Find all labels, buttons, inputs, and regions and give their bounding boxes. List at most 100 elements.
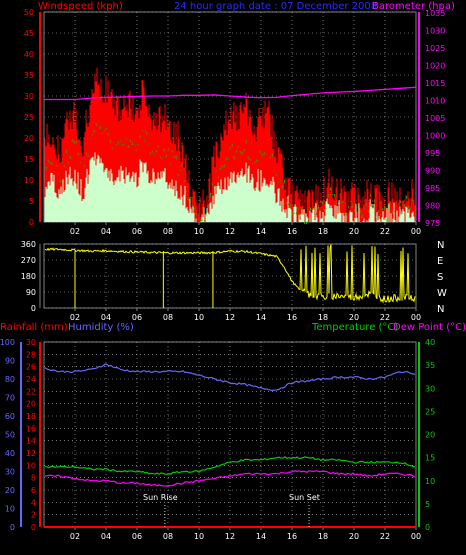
- direction-panel-x-tick-label: 10: [194, 313, 204, 322]
- rainfall-y-tick-label: 10: [26, 461, 36, 470]
- wind-panel-x-tick-label: 06: [132, 227, 142, 236]
- rainfall-y-tick-label: 4: [31, 498, 36, 507]
- windspeed-axis-label: Windspeed (kph): [38, 1, 123, 12]
- temperature-y-tick-label: 15: [425, 454, 435, 463]
- wind-panel-x-tick-label: 22: [380, 227, 390, 236]
- temperature-y-tick-label: 5: [425, 500, 430, 509]
- barometer-y-tick-label: 1015: [425, 79, 445, 88]
- wind-panel-x-tick-label: 10: [194, 227, 204, 236]
- barometer-y-tick-label: 980: [425, 202, 440, 211]
- wind-panel-x-tick-label: 16: [287, 227, 297, 236]
- rainfall-y-tick-label: 22: [26, 387, 36, 396]
- wind-panel-x-tick-label: 08: [163, 227, 173, 236]
- humidity-y-tick-label: 100: [0, 338, 15, 347]
- wind-avg-mark: [303, 221, 306, 225]
- direction-y-tick-label: 270: [21, 256, 36, 265]
- humidity-y-tick-label: 80: [5, 375, 15, 384]
- wind-panel-x-tick-label: 00: [411, 227, 421, 236]
- humidity-y-tick-label: 40: [5, 449, 15, 458]
- wind-panel-x-tick-label: 18: [318, 227, 328, 236]
- sunrise-label: Sun Rise: [143, 493, 178, 502]
- wind-y-tick-label: 20: [24, 134, 34, 143]
- wind-panel-x-tick-label: 14: [256, 227, 266, 236]
- wind-y-tick-label: 10: [24, 176, 34, 185]
- direction-panel-x-tick-label: 02: [70, 313, 80, 322]
- compass-label: E: [437, 256, 443, 267]
- wind-avg-mark: [189, 196, 192, 200]
- wind-y-tick-label: 5: [29, 197, 34, 206]
- chart-title: 24 hour graph date : 07 December 2008: [174, 1, 377, 12]
- wind-avg-mark: [399, 201, 402, 203]
- wind-avg-mark: [381, 207, 384, 211]
- wind-y-tick-label: 25: [24, 113, 34, 122]
- temperature-y-tick-label: 0: [425, 523, 430, 532]
- barometer-y-tick-label: 1035: [425, 9, 445, 18]
- wind-avg-mark: [347, 206, 350, 208]
- wind-avg-mark: [405, 196, 408, 199]
- climate-panel-x-tick-label: 04: [101, 532, 111, 541]
- humidity-y-tick-label: 60: [5, 412, 15, 421]
- wind-avg-mark: [403, 204, 406, 207]
- dewpoint-line: [44, 470, 416, 487]
- wind-y-tick-label: 45: [24, 29, 34, 38]
- rainfall-y-tick-label: 20: [26, 400, 36, 409]
- compass-label: N: [437, 304, 444, 315]
- temperature-y-tick-label: 10: [425, 477, 435, 486]
- compass-label: N: [437, 240, 444, 251]
- climate-panel-x-tick-label: 14: [256, 532, 266, 541]
- humidity-axis-label: Humidity (%): [68, 322, 134, 333]
- rainfall-y-tick-label: 16: [26, 424, 36, 433]
- barometer-y-tick-label: 990: [425, 167, 440, 176]
- direction-panel-x-tick-label: 20: [349, 313, 359, 322]
- temperature-y-tick-label: 35: [425, 361, 435, 370]
- barometer-line: [44, 86, 417, 101]
- rainfall-y-tick-label: 6: [31, 486, 36, 495]
- barometer-axis-label: Barometer (hpa): [372, 1, 455, 12]
- rainfall-y-tick-label: 14: [26, 437, 36, 446]
- wind-panel-x-tick-label: 02: [70, 227, 80, 236]
- temperature-axis-label: Temperature (°C): [311, 322, 398, 333]
- direction-panel-x-tick-label: 00: [411, 313, 421, 322]
- direction-panel-x-tick-label: 04: [101, 313, 111, 322]
- barometer-y-tick-label: 1010: [425, 97, 445, 106]
- rainfall-y-tick-label: 24: [26, 375, 36, 384]
- direction-panel-x-tick-label: 22: [380, 313, 390, 322]
- wind-panel-x-tick-label: 12: [225, 227, 235, 236]
- wind-avg-mark: [209, 192, 212, 198]
- climate-panel-x-tick-label: 00: [411, 532, 421, 541]
- direction-panel-x-tick-label: 08: [163, 313, 173, 322]
- direction-y-tick-label: 180: [21, 272, 36, 281]
- wind-avg-mark: [389, 201, 392, 203]
- humidity-y-tick-label: 70: [5, 394, 15, 403]
- temperature-y-tick-label: 30: [425, 384, 435, 393]
- barometer-y-tick-label: 975: [425, 219, 440, 228]
- climate-panel-x-tick-label: 06: [132, 532, 142, 541]
- wind-avg-mark: [305, 221, 308, 225]
- sunset-label: Sun Set: [289, 493, 320, 502]
- rainfall-y-tick-label: 30: [26, 338, 36, 347]
- rainfall-y-tick-label: 12: [26, 449, 36, 458]
- rainfall-y-tick-label: 18: [26, 412, 36, 421]
- rainfall-y-tick-label: 26: [26, 363, 36, 372]
- direction-y-tick-label: 90: [26, 288, 36, 297]
- direction-panel-x-tick-label: 16: [287, 313, 297, 322]
- climate-panel-x-tick-label: 10: [194, 532, 204, 541]
- barometer-y-tick-label: 1000: [425, 132, 445, 141]
- climate-panel-x-tick-label: 02: [70, 532, 80, 541]
- direction-line: [44, 244, 416, 304]
- compass-label: W: [437, 288, 447, 299]
- humidity-y-tick-label: 0: [10, 523, 15, 532]
- wind-y-tick-label: 0: [29, 218, 34, 227]
- wind-y-tick-label: 15: [24, 155, 34, 164]
- climate-panel-x-tick-label: 16: [287, 532, 297, 541]
- wind-y-tick-label: 35: [24, 71, 34, 80]
- humidity-y-tick-label: 90: [5, 357, 15, 366]
- rainfall-y-tick-label: 2: [31, 511, 36, 520]
- barometer-y-tick-label: 1005: [425, 114, 445, 123]
- temperature-y-tick-label: 40: [425, 338, 435, 347]
- wind-y-tick-label: 30: [24, 92, 34, 101]
- barometer-y-tick-label: 1020: [425, 62, 445, 71]
- temperature-y-tick-label: 20: [425, 431, 435, 440]
- climate-panel-x-tick-label: 20: [349, 532, 359, 541]
- rainfall-axis-label: Rainfall (mm): [0, 322, 68, 333]
